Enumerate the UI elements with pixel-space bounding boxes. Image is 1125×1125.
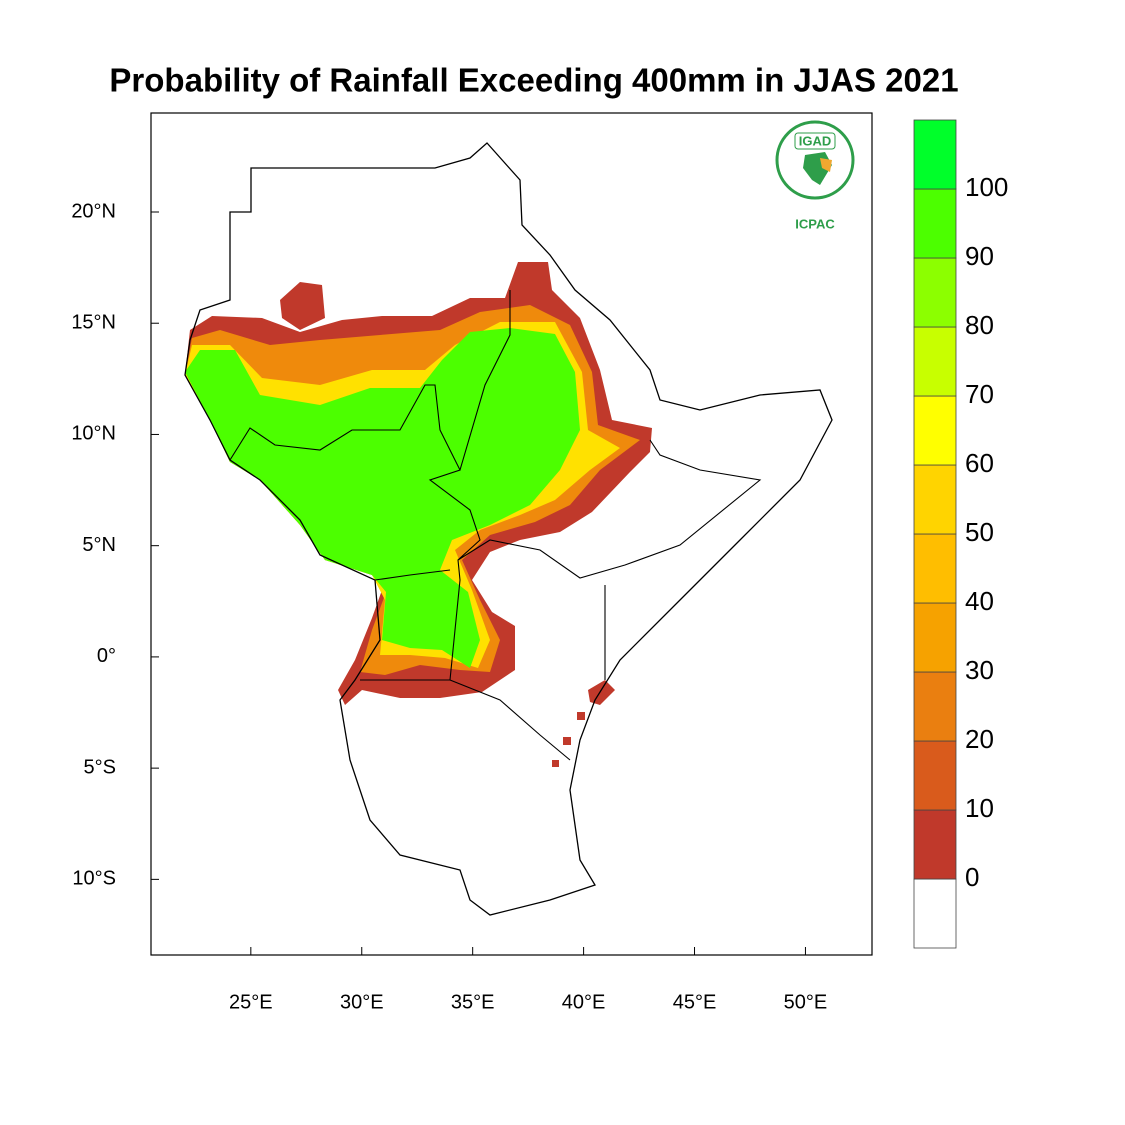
colorbar-box bbox=[913, 257, 957, 328]
y-tick-label: 20°N bbox=[71, 200, 116, 222]
colorbar-label: 50 bbox=[965, 517, 994, 547]
colorbar-box bbox=[913, 188, 957, 259]
colorbar-box bbox=[913, 464, 957, 535]
x-tick-label: 35°E bbox=[451, 991, 495, 1013]
logo-igad-region bbox=[820, 158, 832, 172]
colorbar-label: 20 bbox=[965, 724, 994, 754]
colorbar-box bbox=[913, 809, 957, 880]
y-tick-label: 5°N bbox=[82, 534, 116, 556]
rain-coast bbox=[552, 680, 615, 767]
colorbar-box bbox=[913, 602, 957, 673]
colorbar-box bbox=[913, 326, 957, 397]
rain-90-100 bbox=[185, 328, 580, 668]
map-title: Probability of Rainfall Exceeding 400mm … bbox=[109, 62, 958, 99]
x-tick-label: 40°E bbox=[562, 991, 606, 1013]
borders bbox=[229, 290, 762, 761]
y-tick-label: 10°S bbox=[72, 868, 116, 890]
x-tick-label: 25°E bbox=[229, 991, 273, 1013]
colorbar-label: 10 bbox=[965, 793, 994, 823]
colorbar-box bbox=[913, 671, 957, 742]
colorbar-label: 80 bbox=[965, 310, 994, 340]
logo: IGAD ICPAC bbox=[765, 117, 865, 231]
colorbar-label: 100 bbox=[965, 172, 1008, 202]
colorbar-label: 60 bbox=[965, 448, 994, 478]
region-outline bbox=[184, 142, 833, 916]
y-tick-label: 5°S bbox=[84, 756, 116, 778]
map-frame bbox=[150, 112, 873, 956]
y-tick-label: 0° bbox=[97, 645, 116, 667]
colorbar-label: 30 bbox=[965, 655, 994, 685]
y-tick-label: 10°N bbox=[71, 423, 116, 445]
colorbar-label: 0 bbox=[965, 862, 979, 892]
logo-center: ICPAC bbox=[795, 216, 835, 231]
logo-ring bbox=[775, 120, 855, 200]
colorbar-box bbox=[913, 119, 957, 190]
map-area bbox=[150, 112, 873, 956]
x-tick-label: 45°E bbox=[673, 991, 717, 1013]
colorbar-box bbox=[913, 395, 957, 466]
colorbar-label: 90 bbox=[965, 241, 994, 271]
colorbar-label: 40 bbox=[965, 586, 994, 616]
y-tick-label: 15°N bbox=[71, 312, 116, 334]
colorbar-box bbox=[913, 533, 957, 604]
colorbar-box bbox=[913, 740, 957, 811]
x-tick-label: 30°E bbox=[340, 991, 384, 1013]
x-tick-label: 50°E bbox=[784, 991, 828, 1013]
logo-badge bbox=[794, 132, 836, 150]
logo-name: IGAD bbox=[799, 133, 832, 148]
colorbar-label: 70 bbox=[965, 379, 994, 409]
colorbar-box bbox=[913, 878, 957, 949]
rain-blob bbox=[280, 282, 325, 330]
